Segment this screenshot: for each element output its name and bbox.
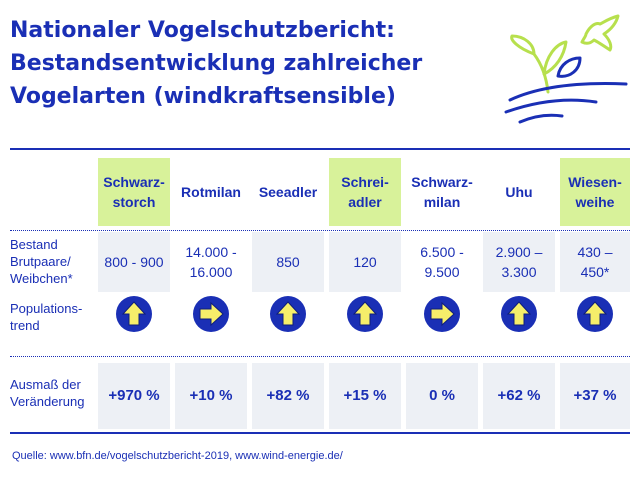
row-label-bestand: Bestand Brutpaare/ Weibchen*: [10, 237, 73, 286]
title-line-3: Vogelarten (windkraftsensible): [10, 84, 396, 109]
bestand-schwarzmilan: 6.500 - 9.500: [420, 244, 464, 280]
header-schwarzmilan: Schwarz- milan: [411, 174, 473, 210]
trend-cell: [329, 284, 401, 344]
header-schwarzstorch: Schwarz- storch: [98, 158, 170, 226]
bestand-seeadler: 850: [252, 232, 324, 292]
bestand-schreiadler: 120: [329, 232, 401, 292]
change-wiesenweihe: +37 %: [560, 363, 630, 429]
trend-cell: [406, 284, 478, 344]
arrow-up-icon: [116, 296, 152, 332]
bestand-uhu: 2.900 – 3.300: [483, 232, 555, 292]
source-note: Quelle: www.bfn.de/vogelschutzbericht-20…: [12, 450, 343, 462]
bestand-rotmilan: 14.000 - 16.000: [185, 244, 237, 280]
row-divider: [10, 230, 630, 231]
header-seeadler: Seeadler: [258, 184, 318, 200]
change-seeadler: +82 %: [252, 363, 324, 429]
change-rotmilan: +10 %: [175, 363, 247, 429]
bestand-wiesenweihe: 430 – 450*: [560, 232, 630, 292]
trend-cell: [483, 284, 555, 344]
arrow-right-icon: [424, 296, 460, 332]
trend-cell: [98, 284, 170, 344]
header-wiesenweihe: Wiesen- weihe: [560, 158, 630, 226]
row-divider: [10, 356, 630, 357]
change-schwarzstorch: +970 %: [98, 363, 170, 429]
header-schreiadler: Schrei- adler: [329, 158, 401, 226]
header-rotmilan: Rotmilan: [181, 184, 241, 200]
table-bottom-rule: [10, 432, 630, 434]
title-line-1: Nationaler Vogelschutzbericht:: [10, 18, 395, 43]
trend-cell: [560, 284, 630, 344]
arrow-up-icon: [501, 296, 537, 332]
trend-cell: [252, 284, 324, 344]
row-label-trend: Populations- trend: [10, 301, 83, 333]
title-line-2: Bestandsentwicklung zahlreicher: [10, 51, 423, 76]
bird-plant-landscape-icon: [504, 14, 628, 124]
table-top-rule: [10, 148, 630, 150]
change-schreiadler: +15 %: [329, 363, 401, 429]
trend-cell: [175, 284, 247, 344]
change-schwarzmilan: 0 %: [406, 363, 478, 429]
arrow-right-icon: [193, 296, 229, 332]
bestand-schwarzstorch: 800 - 900: [98, 232, 170, 292]
arrow-up-icon: [270, 296, 306, 332]
page-title: Nationaler Vogelschutzbericht: Bestandse…: [10, 14, 470, 113]
header-uhu: Uhu: [505, 184, 533, 200]
arrow-up-icon: [577, 296, 613, 332]
change-uhu: +62 %: [483, 363, 555, 429]
arrow-up-icon: [347, 296, 383, 332]
row-label-veraenderung: Ausmaß der Veränderung: [10, 377, 85, 409]
